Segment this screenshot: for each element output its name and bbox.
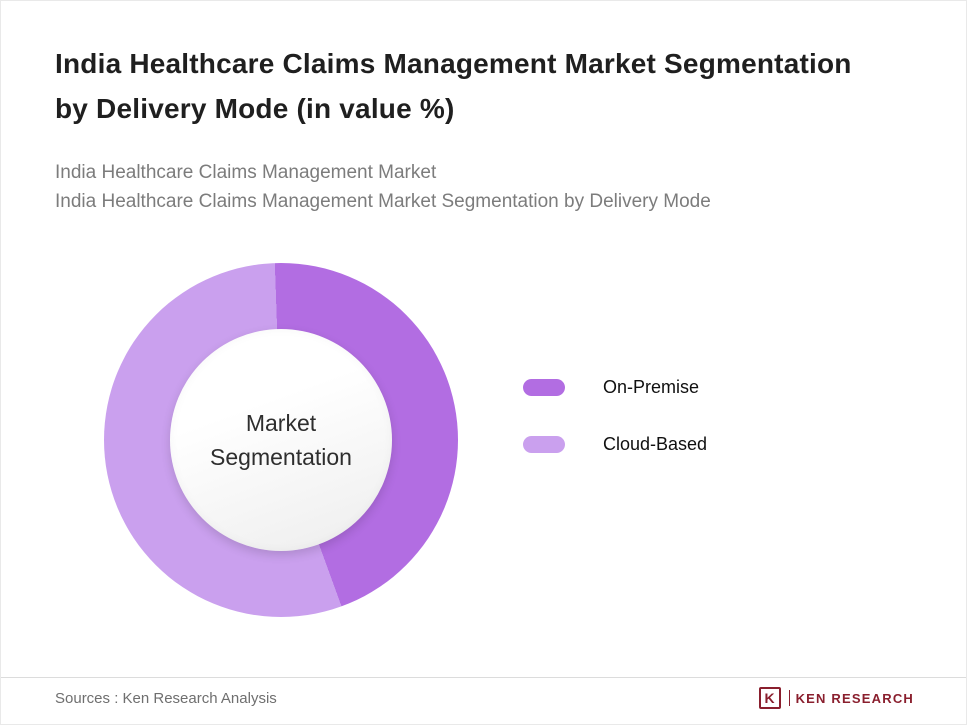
logo-divider (788, 690, 790, 706)
legend-swatch-cloud-based (523, 436, 565, 453)
donut-chart: Market Segmentation (104, 263, 458, 617)
legend-label-cloud-based: Cloud-Based (603, 434, 708, 454)
donut-center: Market Segmentation (170, 329, 392, 551)
donut-center-label: Market Segmentation (210, 410, 352, 470)
legend-swatch-on-premise (523, 379, 565, 396)
page-title-line-1: India Healthcare Claims Management Marke… (55, 48, 852, 79)
logo-k-icon: K (758, 687, 781, 709)
source-note: Sources : Ken Research Analysis (55, 690, 277, 707)
chart-subtitle: India Healthcare Claims Management Marke… (55, 158, 711, 216)
subtitle-line-1: India Healthcare Claims Management Marke… (55, 162, 437, 183)
logo-text: KEN RESEARCH (795, 690, 914, 706)
page-title-line-2: by Delivery Mode (in value %) (55, 93, 455, 124)
legend-item-cloud-based: Cloud-Based (523, 434, 707, 455)
footer-divider (1, 677, 966, 678)
legend: On-Premise Cloud-Based (523, 377, 707, 491)
legend-label-on-premise: On-Premise (603, 377, 700, 397)
legend-item-on-premise: On-Premise (523, 377, 707, 398)
logo-k-letter: K (764, 690, 775, 706)
subtitle-line-2: India Healthcare Claims Management Marke… (55, 191, 711, 212)
ken-research-logo: K KEN RESEARCH (758, 687, 914, 709)
page-title: India Healthcare Claims Management Marke… (55, 41, 852, 131)
